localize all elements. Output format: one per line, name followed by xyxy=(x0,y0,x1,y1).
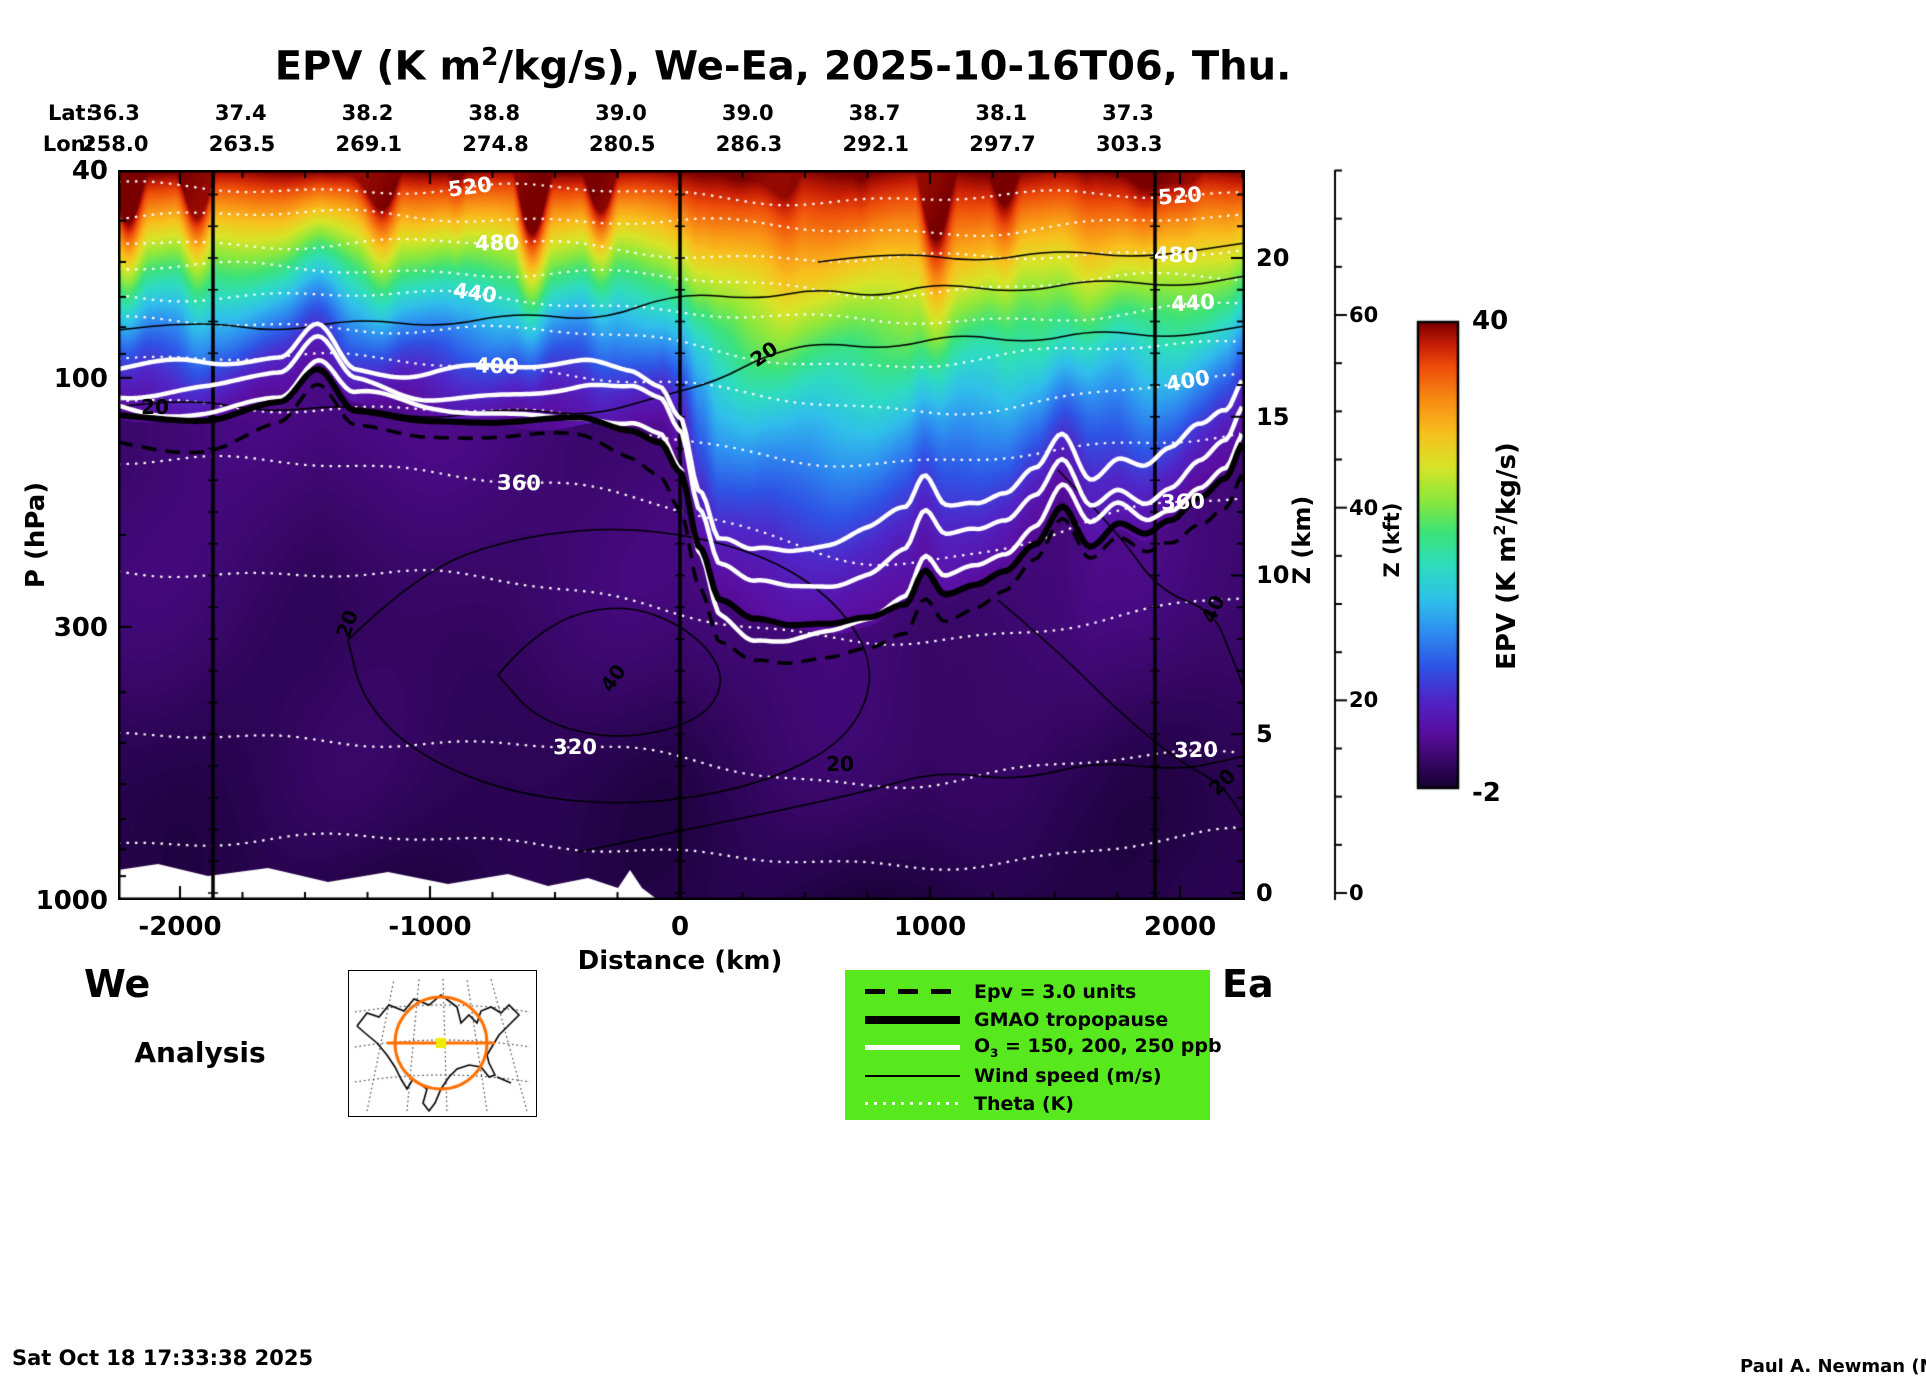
legend-item-label: O3 = 150, 200, 250 ppb xyxy=(974,1035,1222,1060)
zkft-tick-label: 20 xyxy=(1349,688,1379,712)
colorbar-max-label: 40 xyxy=(1472,306,1509,336)
zkft-axis-label: Z (kft) xyxy=(1380,502,1404,578)
legend-item-epv3: Epv = 3.0 units xyxy=(845,978,1210,1005)
zkm-tick-label: 15 xyxy=(1256,403,1290,431)
white-line-sample-icon xyxy=(865,1045,960,1050)
zkm-tick-label: 10 xyxy=(1256,561,1290,589)
legend-item-tropopause: GMAO tropopause xyxy=(845,1006,1210,1033)
zkm-tick-label: 0 xyxy=(1256,879,1273,907)
lon-axis-label: Lon: xyxy=(42,132,94,156)
lat-value: 39.0 xyxy=(721,101,774,125)
lat-value: 36.3 xyxy=(88,101,140,125)
colorbar-title: EPV (K m2/kg/s) xyxy=(1490,442,1522,670)
legend-item-wind: Wind speed (m/s) xyxy=(845,1062,1210,1089)
lon-value: 263.5 xyxy=(208,132,276,156)
west-end-label: We xyxy=(84,962,151,1006)
legend: Epv = 3.0 units GMAO tropopause O3 = 150… xyxy=(845,970,1222,1120)
colorbar-title-text-rest: /kg/s) xyxy=(1491,442,1522,525)
legend-item-label: Wind speed (m/s) xyxy=(974,1064,1162,1087)
p-tick-label: 40 xyxy=(71,156,108,186)
lon-value: 258.0 xyxy=(82,132,149,156)
x-tick-label: 2000 xyxy=(1143,912,1217,942)
legend-item-theta: Theta (K) xyxy=(845,1090,1210,1117)
zkft-tick-label: 60 xyxy=(1349,303,1379,327)
title-text: EPV (K m xyxy=(274,43,482,90)
lat-value: 39.0 xyxy=(595,101,647,125)
p-tick-label: 1000 xyxy=(35,886,108,916)
colorbar-title-superscript: 2 xyxy=(1490,524,1510,536)
timestamp: Sat Oct 18 17:33:38 2025 xyxy=(12,1346,314,1370)
ozone-label-subscript: 3 xyxy=(990,1045,999,1060)
east-end-label: Ea xyxy=(1222,962,1274,1006)
zkm-tick-label: 5 xyxy=(1256,720,1273,748)
p-tick-label: 300 xyxy=(53,613,108,643)
lat-value: 38.2 xyxy=(341,101,394,125)
legend-item-label: Epv = 3.0 units xyxy=(974,980,1137,1003)
lat-value: 37.3 xyxy=(1102,101,1154,125)
zkft-tick-label: 40 xyxy=(1349,496,1379,520)
colorbar-title-text: EPV (K m xyxy=(1491,535,1522,670)
x-tick-label: -2000 xyxy=(138,912,222,942)
credit: Paul A. Newman (NASA xyxy=(1740,1356,1926,1377)
lon-value: 297.7 xyxy=(969,132,1036,156)
lon-value: 280.5 xyxy=(589,132,656,156)
lat-axis-label: Lat: xyxy=(48,101,94,125)
lat-value: 38.1 xyxy=(975,101,1028,125)
lat-axis-row: 36.3 37.4 38.2 38.8 39.0 39.0 38.7 38.1 … xyxy=(82,101,1160,125)
lon-value: 286.3 xyxy=(715,132,783,156)
x-tick-label: 0 xyxy=(670,912,690,942)
lat-value: 38.8 xyxy=(468,101,521,125)
p-axis-label: P (hPa) xyxy=(21,481,51,589)
lat-value: 38.7 xyxy=(848,101,901,125)
title-text-rest: /kg/s), We-Ea, 2025-10-16T06, Thu. xyxy=(498,43,1292,90)
title-superscript: 2 xyxy=(481,42,499,71)
dashed-line-sample-icon xyxy=(865,989,960,994)
x-tick-label: 1000 xyxy=(893,912,967,942)
legend-item-label: Theta (K) xyxy=(974,1092,1074,1115)
page-title: EPV (K m2/kg/s), We-Ea, 2025-10-16T06, T… xyxy=(0,42,1566,89)
inset-map-canvas xyxy=(348,970,537,1117)
x-axis-label: Distance (km) xyxy=(577,946,783,976)
zkft-tick-label: 0 xyxy=(1349,881,1364,905)
legend-item-ozone: O3 = 150, 200, 250 ppb xyxy=(845,1034,1222,1061)
dotted-line-sample-icon xyxy=(865,1102,960,1105)
lon-value: 292.1 xyxy=(842,132,909,156)
legend-item-label: GMAO tropopause xyxy=(974,1008,1169,1031)
x-tick-label: -1000 xyxy=(388,912,472,942)
lon-axis-row: 258.0 263.5 269.1 274.8 280.5 286.3 292.… xyxy=(82,132,1163,156)
lon-value: 269.1 xyxy=(335,132,402,156)
thin-line-sample-icon xyxy=(865,1074,960,1077)
colorbar-min-label: -2 xyxy=(1472,778,1501,808)
p-tick-label: 100 xyxy=(53,364,108,394)
lon-value: 303.3 xyxy=(1096,132,1163,156)
analysis-label: Analysis xyxy=(134,1036,266,1069)
ozone-label-text: O xyxy=(974,1035,991,1058)
thick-line-sample-icon xyxy=(865,1015,960,1024)
zkm-axis-label: Z (km) xyxy=(1288,495,1316,585)
lat-value: 37.4 xyxy=(214,101,267,125)
ozone-label-text-rest: = 150, 200, 250 ppb xyxy=(998,1035,1222,1058)
epv-cross-section-canvas xyxy=(118,170,1245,900)
lon-value: 274.8 xyxy=(462,132,529,156)
zkm-tick-label: 20 xyxy=(1256,244,1290,272)
